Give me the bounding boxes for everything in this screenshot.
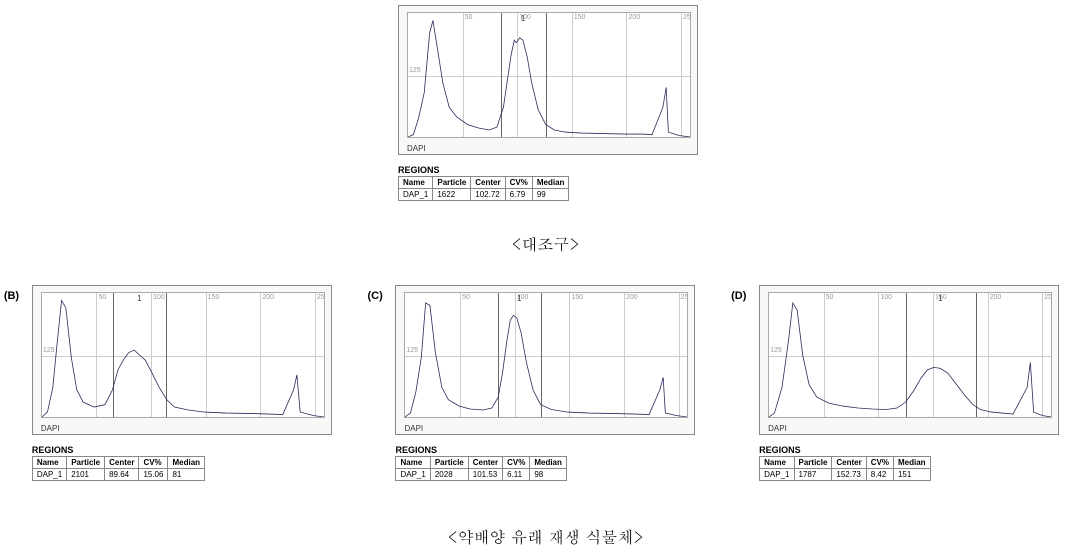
regions-section-d: REGIONS Name Particle Center CV% Median …	[759, 445, 1069, 481]
chart-b: 501001502002501251 DAPI	[32, 285, 332, 435]
col-cv: CV%	[505, 177, 532, 189]
chart-c: 501001502002501251 DAPI	[395, 285, 695, 435]
regions-section-b: REGIONS Name Particle Center CV% Median …	[32, 445, 342, 481]
panel-b: (B) 501001502002501251 DAPI REGIONS Name…	[22, 285, 342, 481]
regions-section-c: REGIONS Name Particle Center CV% Median …	[395, 445, 705, 481]
regions-section-a: REGIONS Name Particle Center CV% Median …	[398, 165, 708, 201]
regions-table-c: Name Particle Center CV% Median DAP_1 20…	[395, 456, 566, 481]
panel-a: 501001502002501251 DAPI REGIONS Name Par…	[388, 5, 708, 201]
regions-title: REGIONS	[759, 445, 1069, 455]
chart-a: 501001502002501251 DAPI	[398, 5, 698, 155]
caption-bottom: <약배양 유래 재생 식물체>	[0, 525, 1091, 548]
axis-label: DAPI	[404, 424, 423, 433]
col-median: Median	[532, 177, 569, 189]
table-row: DAP_1 2028 101.53 6.11 98	[396, 469, 566, 481]
chart-d: 501001502002501251 DAPI	[759, 285, 1059, 435]
axis-label: DAPI	[407, 144, 426, 153]
axis-label: DAPI	[768, 424, 787, 433]
table-row: DAP_1 2101 89.64 15.06 81	[32, 469, 204, 481]
panel-c: (C) 501001502002501251 DAPI REGIONS Name…	[385, 285, 705, 481]
caption-top: <대조구>	[0, 232, 1091, 255]
regions-title: REGIONS	[32, 445, 342, 455]
col-particle: Particle	[433, 177, 471, 189]
regions-table-b: Name Particle Center CV% Median DAP_1 21…	[32, 456, 205, 481]
regions-title: REGIONS	[395, 445, 705, 455]
col-name: Name	[399, 177, 433, 189]
table-row: DAP_1 1787 152.73 8.42 151	[760, 469, 930, 481]
panel-d: (D) 501001502002501251 DAPI REGIONS Name…	[749, 285, 1069, 481]
table-row: DAP_1 1622 102.72 6.79 99	[399, 189, 569, 201]
col-center: Center	[471, 177, 505, 189]
regions-table-d: Name Particle Center CV% Median DAP_1 17…	[759, 456, 930, 481]
axis-label: DAPI	[41, 424, 60, 433]
panel-label-d: (D)	[731, 290, 746, 302]
regions-title: REGIONS	[398, 165, 708, 175]
panel-label-b: (B)	[4, 290, 19, 302]
regions-table-a: Name Particle Center CV% Median DAP_1 16…	[398, 176, 569, 201]
panel-label-c: (C)	[367, 290, 382, 302]
